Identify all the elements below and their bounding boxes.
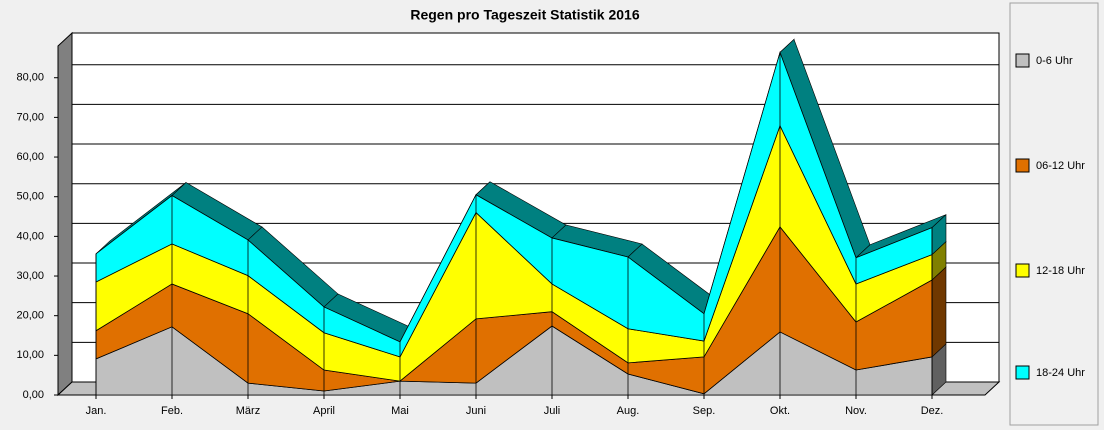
legend-label: 06-12 Uhr (1036, 160, 1085, 172)
y-tick-label: 30,00 (16, 270, 44, 282)
x-tick-label: Feb. (161, 405, 183, 417)
x-tick-label: Juni (466, 405, 486, 417)
x-tick-label: Dez. (921, 405, 944, 417)
x-tick-label: April (313, 405, 335, 417)
legend-label: 18-24 Uhr (1036, 367, 1085, 379)
legend-label: 0-6 Uhr (1036, 55, 1073, 67)
y-tick-label: 0,00 (23, 389, 44, 401)
y-tick-label: 80,00 (16, 72, 44, 84)
x-tick-label: März (236, 405, 260, 417)
x-tick-label: Aug. (617, 405, 640, 417)
y-tick-label: 60,00 (16, 151, 44, 163)
y-tick-label: 10,00 (16, 349, 44, 361)
area-side (931, 266, 947, 358)
y-tick-label: 40,00 (16, 230, 44, 242)
side-wall (57, 31, 73, 397)
y-tick-label: 70,00 (16, 111, 44, 123)
x-tick-label: Juli (544, 405, 561, 417)
legend-swatch (1015, 263, 1030, 278)
legend-box (1009, 2, 1099, 426)
x-tick-label: Sep. (693, 405, 716, 417)
x-tick-label: Okt. (770, 405, 790, 417)
legend-swatch (1015, 53, 1030, 68)
x-tick-label: Mai (391, 405, 409, 417)
chart-title: Regen pro Tageszeit Statistik 2016 (410, 7, 639, 23)
y-tick-label: 50,00 (16, 191, 44, 203)
legend-swatch (1015, 365, 1030, 380)
x-tick-label: Jan. (86, 405, 107, 417)
legend-label: 12-18 Uhr (1036, 265, 1085, 277)
legend-swatch (1015, 158, 1030, 173)
y-tick-label: 20,00 (16, 310, 44, 322)
x-tick-label: Nov. (845, 405, 867, 417)
